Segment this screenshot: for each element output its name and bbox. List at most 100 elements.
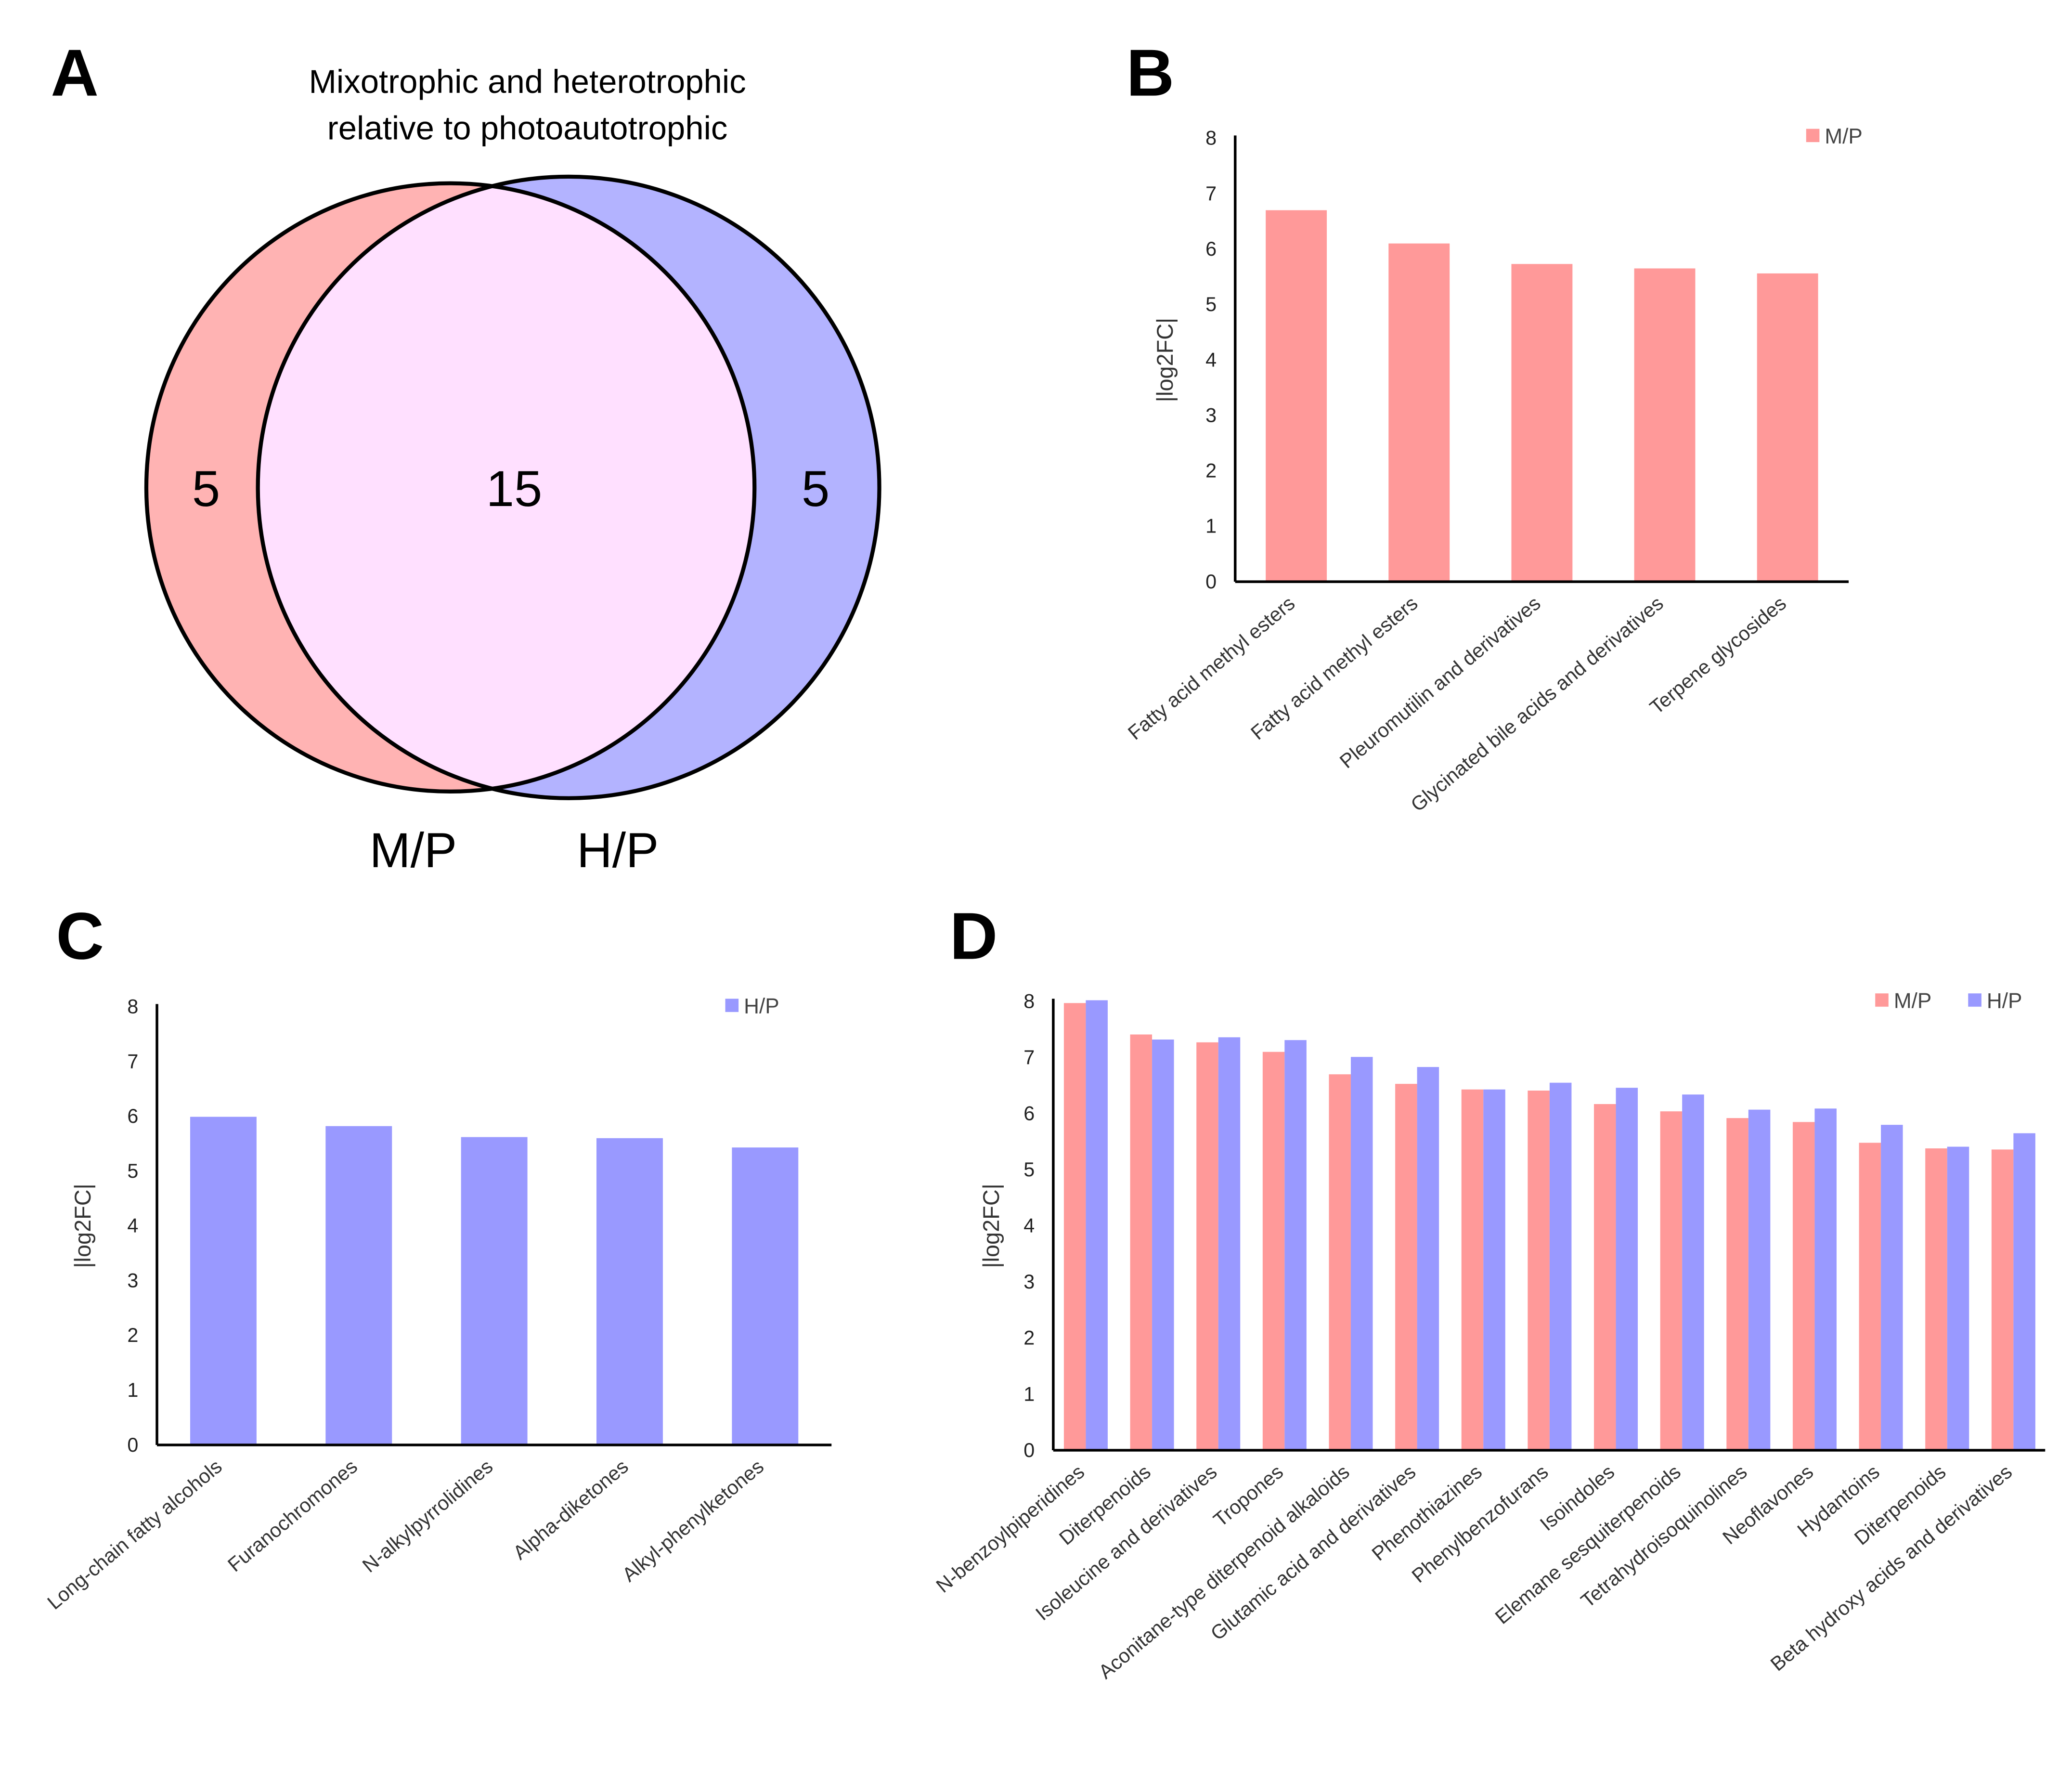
- y-tick-label: 7: [1023, 1046, 1035, 1068]
- y-tick-label: 3: [1205, 404, 1217, 426]
- bar-mp: [1634, 268, 1696, 582]
- bar-hp: [596, 1138, 663, 1445]
- bar-mp: [1757, 273, 1818, 582]
- legend-swatch: [1968, 993, 1981, 1007]
- bar-hp: [1881, 1125, 1903, 1451]
- legend-label: M/P: [1825, 125, 1862, 148]
- x-tick-label: Beta hydroxy acids and derivatives: [1766, 1460, 2016, 1675]
- y-tick-label: 8: [127, 996, 138, 1018]
- bar-mp: [1925, 1148, 1947, 1451]
- bar-mp: [1266, 210, 1327, 582]
- panel-label-a: A: [51, 36, 99, 110]
- bar-mp: [1461, 1089, 1484, 1451]
- y-tick-label: 5: [1205, 293, 1217, 315]
- bar-hp: [732, 1147, 799, 1445]
- bar-mp: [1660, 1111, 1683, 1451]
- bar-mp: [1196, 1042, 1218, 1451]
- venn-title-line2: relative to photoautotrophic: [327, 110, 728, 147]
- bar-hp: [1417, 1067, 1439, 1451]
- y-tick-label: 1: [1023, 1383, 1035, 1405]
- bar-hp: [1483, 1089, 1505, 1451]
- bar-mp: [1594, 1104, 1616, 1451]
- legend-swatch: [1806, 129, 1820, 143]
- venn-title-line1: Mixotrophic and heterotrophic: [309, 63, 746, 100]
- y-tick-label: 2: [1023, 1327, 1035, 1349]
- bar-hp: [325, 1126, 392, 1445]
- y-tick-label: 4: [1023, 1215, 1035, 1237]
- bar-hp: [1616, 1088, 1638, 1451]
- y-tick-label: 5: [1023, 1158, 1035, 1181]
- chart-c: 0 1 2 3 4 5 6 7 8 |log2FC| Long-chain fatty alcoho…: [43, 995, 832, 1614]
- panel-label-d: D: [950, 899, 998, 973]
- y-axis-label: |log2FC|: [979, 1184, 1004, 1268]
- bar-mp: [1130, 1034, 1153, 1451]
- chart-d: 012345678|log2FC|N-benzoylpiperidinesDit…: [932, 989, 2046, 1683]
- bar-mp: [1063, 1003, 1086, 1451]
- bar-hp: [1947, 1146, 1969, 1451]
- bar-hp: [1748, 1109, 1771, 1451]
- legend-label: M/P: [1894, 989, 1931, 1013]
- bar-hp: [1682, 1094, 1704, 1451]
- y-tick-label: 4: [1205, 349, 1217, 371]
- bar-mp: [1859, 1143, 1881, 1451]
- y-tick-label: 3: [1023, 1271, 1035, 1293]
- legend-label: H/P: [744, 995, 779, 1018]
- bar-mp: [1329, 1074, 1351, 1451]
- legend-swatch: [725, 999, 739, 1012]
- y-axis-label: |log2FC|: [1153, 318, 1178, 402]
- x-tick-label: Alkyl-phenylketones: [618, 1455, 768, 1586]
- legend-swatch: [1875, 993, 1889, 1007]
- bar-mp: [1726, 1118, 1748, 1451]
- venn-label-mp: M/P: [370, 823, 457, 878]
- y-tick-label: 1: [1205, 515, 1217, 537]
- y-tick-label: 7: [127, 1050, 138, 1072]
- x-tick-label: Phenothiazines: [1368, 1460, 1486, 1565]
- y-tick-label: 6: [127, 1105, 138, 1127]
- y-tick-label: 2: [127, 1324, 138, 1346]
- y-tick-label: 3: [127, 1269, 138, 1291]
- y-tick-label: 0: [1205, 571, 1217, 593]
- bar-hp: [1549, 1082, 1572, 1451]
- bar-mp: [1388, 243, 1450, 582]
- bar-hp: [1152, 1039, 1174, 1451]
- y-tick-label: 8: [1023, 990, 1035, 1013]
- legend-label: H/P: [1987, 989, 2022, 1013]
- venn-left-count: 5: [192, 461, 220, 517]
- bar-mp: [1395, 1084, 1417, 1451]
- bar-hp: [1086, 1000, 1108, 1451]
- y-tick-label: 2: [1205, 460, 1217, 482]
- x-tick-label: Long-chain fatty alcohols: [43, 1455, 226, 1613]
- bar-mp: [1511, 264, 1573, 582]
- y-tick-label: 0: [127, 1434, 138, 1456]
- venn-overlap-count: 15: [486, 461, 543, 517]
- bar-hp: [1218, 1037, 1241, 1451]
- y-tick-label: 5: [127, 1160, 138, 1182]
- x-tick-label: Terpene glycosides: [1645, 592, 1790, 718]
- bar-mp: [1528, 1091, 1550, 1451]
- venn-right-count: 5: [802, 461, 829, 517]
- x-tick-label: Glycinated bile acids and derivatives: [1407, 592, 1668, 816]
- y-tick-label: 6: [1205, 238, 1217, 260]
- bar-hp: [1814, 1108, 1837, 1451]
- bar-hp: [1284, 1040, 1307, 1451]
- y-axis-label: |log2FC|: [70, 1184, 95, 1268]
- bar-mp: [1991, 1149, 2014, 1451]
- panel-label-c: C: [56, 899, 104, 973]
- bar-mp: [1262, 1052, 1285, 1451]
- x-tick-label: N-alkylpyrrolidines: [358, 1455, 497, 1576]
- x-tick-label: Furanochromones: [223, 1455, 362, 1576]
- bar-hp: [461, 1137, 528, 1445]
- y-tick-label: 8: [1205, 127, 1217, 149]
- venn-label-hp: H/P: [577, 823, 659, 878]
- bar-mp: [1792, 1122, 1815, 1451]
- x-tick-label: Pleuromutilin and derivatives: [1335, 592, 1545, 772]
- panel-label-b: B: [1127, 36, 1175, 110]
- y-tick-label: 0: [1023, 1439, 1035, 1461]
- y-tick-label: 4: [127, 1215, 138, 1237]
- y-tick-label: 7: [1205, 182, 1217, 205]
- bar-hp: [190, 1117, 257, 1445]
- bar-hp: [2013, 1133, 2035, 1451]
- bar-hp: [1350, 1057, 1373, 1451]
- x-tick-label: Alpha-diketones: [509, 1455, 633, 1564]
